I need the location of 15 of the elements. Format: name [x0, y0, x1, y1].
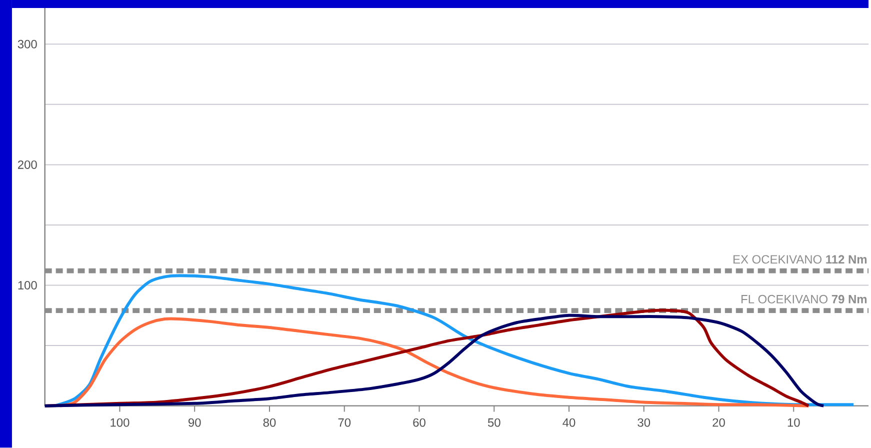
x-tick-label: 30	[638, 418, 650, 427]
y-tick-label: 200	[18, 160, 37, 170]
x-tick-label: 80	[263, 418, 276, 427]
ref-line-label: EX OCEKIVANO 112 Nm	[734, 255, 867, 264]
x-tick-label: 20	[712, 418, 725, 427]
x-tick-label: 40	[562, 418, 576, 427]
x-tick-label: 90	[188, 418, 201, 427]
y-tick-label: 100	[18, 281, 37, 290]
x-tick-label: 50	[488, 418, 500, 427]
x-tick-label: 70	[338, 418, 351, 427]
x-tick-label: 100	[110, 418, 130, 427]
y-tick-label: 300	[18, 40, 37, 49]
ref-line-label: FL OCEKIVANO 79 Nm	[742, 295, 867, 304]
x-tick-label: 10	[788, 418, 800, 427]
x-tick-label: 60	[413, 418, 426, 427]
